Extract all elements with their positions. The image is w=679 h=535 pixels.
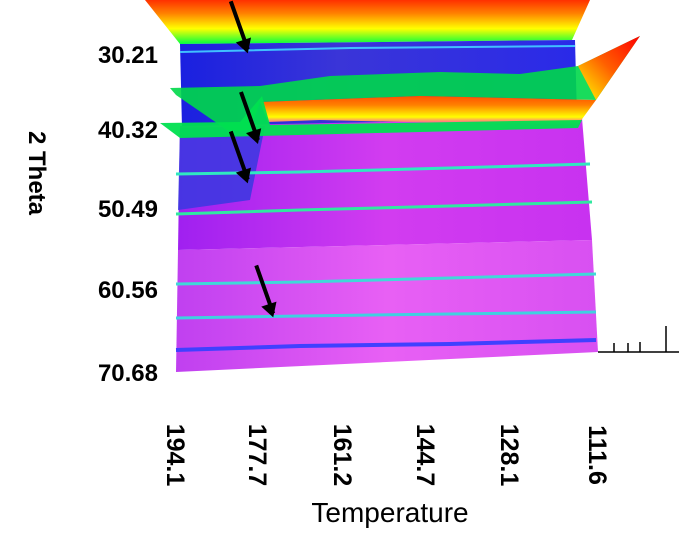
annotation-arrow-head xyxy=(235,37,252,54)
annotation-arrow xyxy=(228,0,252,54)
x-tick-label: 128.1 xyxy=(495,423,523,487)
peak-right xyxy=(578,36,640,100)
surface-plot xyxy=(145,0,679,372)
annotation-arrow xyxy=(239,91,262,144)
annotation-arrow xyxy=(254,264,277,318)
trace-58 xyxy=(175,272,597,286)
ridge-38 xyxy=(260,96,596,126)
ridge-34 xyxy=(170,36,640,132)
x-axis-label: Temperature xyxy=(311,497,469,528)
y-tick-label: 40.32 xyxy=(97,117,158,144)
annotation-arrow-head xyxy=(261,301,277,318)
annotation-arrow-head xyxy=(235,167,252,184)
x-tick-label: 161.2 xyxy=(328,423,356,487)
annotation-arrow xyxy=(228,130,252,184)
x-tick-label: 177.7 xyxy=(243,423,271,487)
surface-magenta-lower xyxy=(176,240,598,372)
trace-68 xyxy=(175,338,597,352)
x-tick-label: 194.1 xyxy=(161,423,189,487)
ridge-41 xyxy=(160,96,582,138)
trace-47 xyxy=(175,200,593,216)
y-tick-label: 50.49 xyxy=(97,196,158,223)
x-tick-label: 111.6 xyxy=(583,425,611,485)
x-tick-label: 144.7 xyxy=(411,423,439,487)
y-tick-label: 70.68 xyxy=(97,360,158,387)
y-axis-label: 2 Theta xyxy=(23,130,50,216)
trace-63 xyxy=(175,310,597,320)
surface-magenta-body xyxy=(178,118,592,250)
annotation-arrows xyxy=(228,0,277,318)
ridge-top xyxy=(145,0,590,44)
trace-33 xyxy=(179,45,576,53)
y-tick-label: 60.56 xyxy=(97,277,158,304)
annotation-arrow-head xyxy=(246,128,262,144)
surface-blue-left xyxy=(178,126,265,210)
y-tick-label: 30.21 xyxy=(97,42,158,69)
